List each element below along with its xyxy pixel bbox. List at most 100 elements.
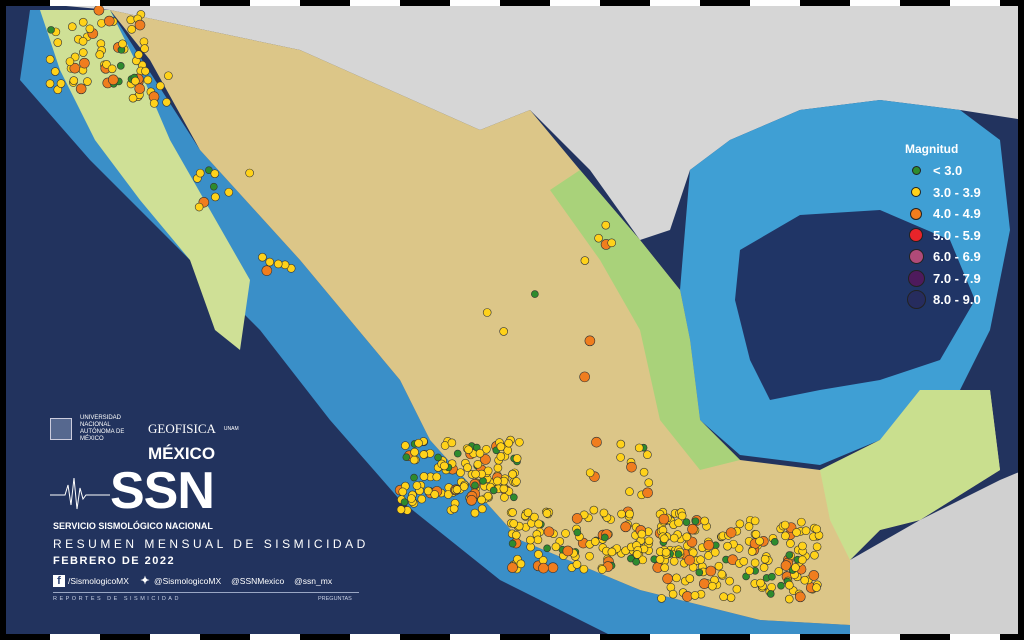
epicenter-marker bbox=[500, 493, 509, 502]
legend-item: 4.0 - 4.9 bbox=[905, 203, 981, 225]
epicenter-marker bbox=[573, 528, 582, 537]
epicenter-marker bbox=[419, 472, 429, 481]
epicenter-marker bbox=[725, 576, 734, 586]
epicenter-marker bbox=[398, 487, 408, 497]
epicenter-marker bbox=[78, 48, 88, 57]
epicenter-marker bbox=[417, 494, 427, 504]
epicenter-marker bbox=[410, 473, 418, 482]
epicenter-marker bbox=[396, 505, 406, 514]
epicenter-marker bbox=[691, 517, 700, 526]
epicenter-marker bbox=[585, 551, 594, 561]
legend-label: 7.0 - 7.9 bbox=[933, 270, 981, 286]
epicenter-marker bbox=[224, 187, 234, 197]
epicenter-marker bbox=[744, 522, 754, 531]
epicenter-marker bbox=[756, 578, 765, 588]
magnitude-swatch-icon bbox=[909, 228, 923, 243]
legend-item: 8.0 - 9.0 bbox=[905, 289, 981, 311]
instagram-link[interactable]: @SSNMexico bbox=[231, 575, 285, 586]
geofisica-sub: UNAM bbox=[223, 426, 239, 432]
epicenter-marker bbox=[750, 516, 760, 526]
epicenter-marker bbox=[784, 594, 794, 604]
epicenter-marker bbox=[69, 76, 79, 85]
epicenter-marker bbox=[607, 547, 617, 557]
epicenter-marker bbox=[798, 555, 807, 565]
epicenter-marker bbox=[774, 567, 784, 576]
epicenter-marker bbox=[210, 169, 220, 178]
epicenter-marker bbox=[735, 519, 745, 529]
epicenter-marker bbox=[812, 542, 822, 552]
epicenter-marker bbox=[273, 259, 283, 269]
epicenter-marker bbox=[504, 438, 513, 448]
unam-name: UNIVERSIDAD NACIONAL AUTÓNOMA DE MÉXICO bbox=[80, 415, 125, 442]
epicenter-marker bbox=[149, 99, 159, 108]
epicenter-marker bbox=[723, 541, 732, 551]
legend-item: 6.0 - 6.9 bbox=[905, 246, 981, 268]
legend-label: < 3.0 bbox=[933, 163, 963, 179]
legend-label: 5.0 - 5.9 bbox=[933, 227, 981, 243]
epicenter-marker bbox=[747, 547, 757, 556]
epicenter-marker bbox=[534, 519, 543, 529]
epicenter-marker bbox=[118, 39, 127, 49]
epicenter-marker bbox=[211, 192, 220, 202]
epicenter-marker bbox=[496, 442, 506, 451]
epicenter-marker bbox=[785, 580, 794, 590]
epicenter-marker bbox=[410, 447, 419, 457]
questions-label: PREGUNTAS bbox=[318, 596, 352, 602]
epicenter-marker bbox=[684, 554, 695, 566]
epicenter-marker bbox=[717, 569, 727, 579]
facebook-icon: f bbox=[53, 575, 65, 588]
epicenter-marker bbox=[708, 581, 717, 591]
epicenter-marker bbox=[143, 75, 153, 85]
epicenter-marker bbox=[134, 83, 146, 94]
epicenter-marker bbox=[639, 467, 649, 477]
epicenter-marker bbox=[690, 591, 700, 600]
epicenter-marker bbox=[508, 508, 517, 517]
epicenter-marker bbox=[56, 79, 66, 88]
epicenter-marker bbox=[210, 182, 218, 191]
epicenter-marker bbox=[452, 485, 462, 494]
epicenter-marker bbox=[601, 220, 611, 230]
facebook-link[interactable]: f/SismologicoMX bbox=[53, 575, 129, 588]
epicenter-marker bbox=[453, 449, 462, 458]
epicenter-marker bbox=[128, 93, 138, 103]
epicenter-marker bbox=[509, 519, 518, 528]
twitter-link[interactable]: ✦ @SismologicoMX bbox=[140, 575, 222, 588]
epicenter-marker bbox=[644, 536, 654, 546]
magnitude-swatch-icon bbox=[910, 207, 922, 220]
epicenter-marker bbox=[791, 563, 800, 572]
epicenter-marker bbox=[800, 575, 810, 585]
epicenter-marker bbox=[523, 508, 533, 517]
reports-label: REPORTES DE SISMICIDAD bbox=[53, 596, 181, 602]
report-title: RESUMEN MENSUAL DE SISMICIDAD bbox=[53, 537, 369, 551]
divider bbox=[53, 592, 359, 593]
epicenter-marker bbox=[134, 19, 146, 31]
epicenter-marker bbox=[463, 463, 472, 472]
legend-label: 8.0 - 9.0 bbox=[933, 292, 981, 308]
epicenter-marker bbox=[669, 556, 679, 566]
seismogram-icon bbox=[50, 477, 110, 510]
magnitude-swatch-icon bbox=[911, 166, 921, 176]
epicenter-marker bbox=[726, 593, 736, 602]
epicenter-marker bbox=[400, 498, 409, 506]
epicenter-marker bbox=[508, 539, 517, 548]
epicenter-marker bbox=[456, 468, 465, 477]
epicenter-marker bbox=[589, 505, 599, 515]
epicenter-marker bbox=[682, 532, 692, 542]
epicenter-marker bbox=[261, 265, 273, 276]
epicenter-marker bbox=[594, 233, 603, 243]
epicenter-marker bbox=[625, 509, 634, 519]
legend-item: < 3.0 bbox=[905, 160, 981, 182]
epicenter-marker bbox=[533, 535, 543, 545]
epicenter-marker bbox=[685, 574, 695, 583]
other-link[interactable]: @ssn_mx bbox=[294, 575, 333, 586]
epicenter-marker bbox=[770, 538, 779, 546]
epicenter-marker bbox=[661, 548, 671, 557]
epicenter-marker bbox=[662, 573, 673, 584]
epicenter-marker bbox=[591, 436, 602, 448]
epicenter-marker bbox=[470, 508, 480, 518]
epicenter-marker bbox=[797, 517, 806, 527]
epicenter-marker bbox=[572, 560, 582, 569]
epicenter-marker bbox=[703, 539, 715, 551]
epicenter-marker bbox=[78, 37, 88, 46]
epicenter-marker bbox=[127, 25, 136, 34]
